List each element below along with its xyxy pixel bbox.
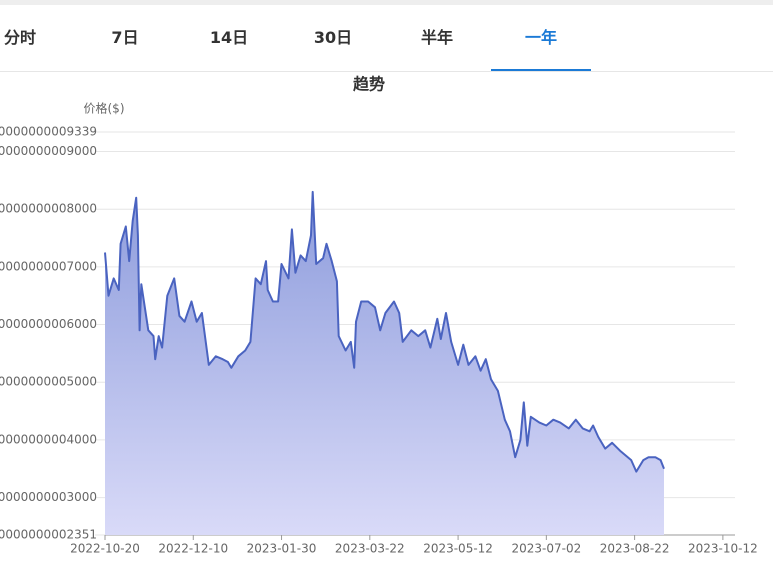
y-tick-label: 0.0000000009000 (0, 144, 97, 158)
top-bar (0, 0, 773, 5)
y-tick-label: 0.0000000009339 (0, 125, 97, 139)
x-tick-label: 2022-10-20 (70, 542, 140, 556)
x-tick-label: 2023-05-12 (423, 542, 493, 556)
tab[interactable]: 14日 (209, 28, 249, 47)
area-fill (105, 191, 664, 535)
y-axis-label: 价格($) (84, 101, 125, 116)
x-tick-label: 2023-07-02 (511, 542, 581, 556)
y-tick-label: 0.0000000006000 (0, 317, 97, 331)
tab-bar: 分时 7日 14日 30日 半年 一年 (0, 5, 773, 72)
tab[interactable]: 分时 (3, 28, 37, 47)
chart-title: 趋势 (353, 75, 385, 94)
y-tick-label: 0.0000000003000 (0, 490, 97, 504)
active-tab-underline (491, 69, 591, 71)
price-line (104, 190, 665, 473)
x-tick-label: 2023-03-22 (335, 542, 405, 556)
tab[interactable]: 半年 (420, 28, 454, 47)
y-tick-label: 0.0000000005000 (0, 375, 97, 389)
chart: 趋势 价格($) 0.0000000002351 0.0000000003000 0… (0, 75, 758, 556)
y-tick-label: 0.0000000004000 (0, 432, 97, 446)
tab[interactable]: 30日 (313, 28, 353, 47)
y-tick-label: 0.0000000002351 (0, 528, 97, 542)
x-tick-label: 2023-10-12 (688, 542, 758, 556)
x-tick-label: 2022-12-10 (158, 542, 228, 556)
x-tick-label: 2023-08-22 (600, 542, 670, 556)
tab[interactable]: 一年 (524, 28, 558, 47)
y-tick-label: 0.0000000008000 (0, 202, 97, 216)
y-tick-label: 0.0000000007000 (0, 259, 97, 273)
x-tick-label: 2023-01-30 (247, 542, 317, 556)
tab[interactable]: 7日 (111, 28, 139, 47)
